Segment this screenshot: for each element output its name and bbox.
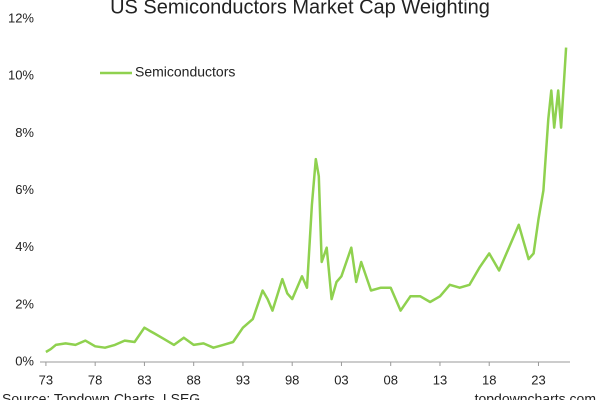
series-line <box>45 47 568 354</box>
source: Source: Topdown Charts, LSEG <box>2 391 200 400</box>
y-tick-label: 6% <box>15 182 34 197</box>
x-tick-label: 03 <box>334 372 348 387</box>
y-tick-label: 2% <box>15 296 34 311</box>
x-tick-label: 23 <box>531 372 545 387</box>
x-tick-label: 73 <box>39 372 53 387</box>
x-tick-label: 98 <box>285 372 299 387</box>
legend-label: Semiconductors <box>135 64 235 80</box>
chart-title: US Semiconductors Market Cap Weighting <box>110 0 490 18</box>
y-tick-label: 0% <box>15 353 34 368</box>
y-tick-label: 8% <box>15 125 34 140</box>
y-tick-label: 12% <box>8 10 34 25</box>
y-tick-label: 4% <box>15 239 34 254</box>
watermark: topdowncharts.com <box>475 391 596 400</box>
x-tick-label: 13 <box>433 372 447 387</box>
x-tick-label: 18 <box>482 372 496 387</box>
x-tick-label: 78 <box>88 372 102 387</box>
x-tick-label: 88 <box>186 372 200 387</box>
x-tick-label: 08 <box>383 372 397 387</box>
y-tick-label: 10% <box>8 68 34 83</box>
x-tick-label: 83 <box>137 372 151 387</box>
x-tick-label: 93 <box>236 372 250 387</box>
